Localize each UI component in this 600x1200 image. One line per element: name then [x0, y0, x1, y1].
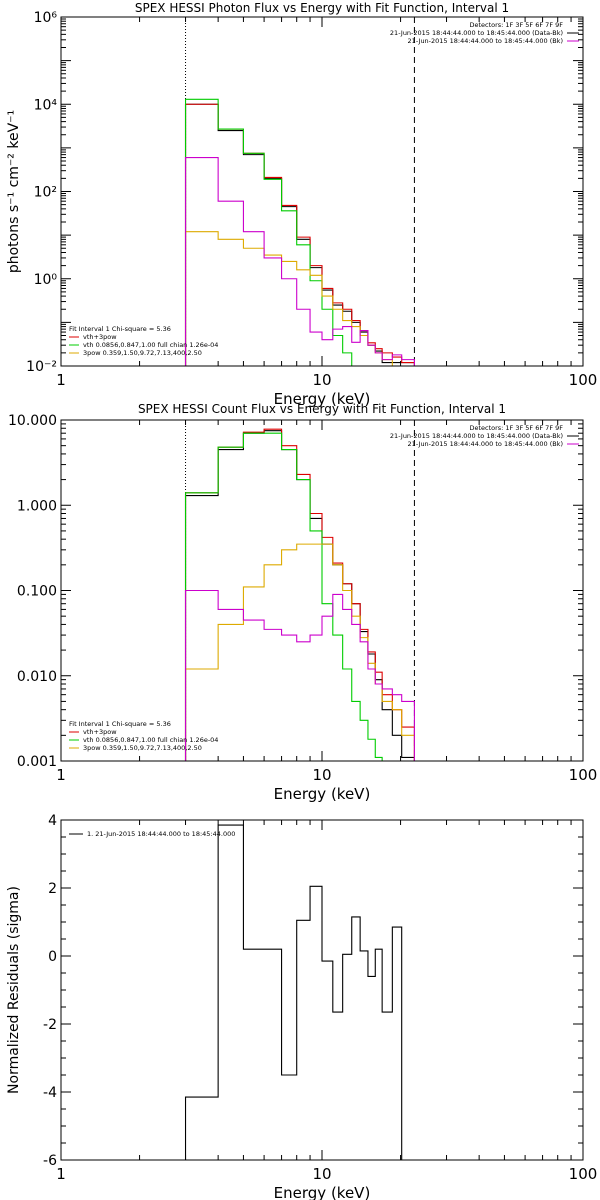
series-line-3 [184, 98, 415, 366]
y-tick-label: 4 [48, 813, 57, 829]
x-axis-title: Energy (keV) [274, 785, 371, 803]
series-line-4 [184, 543, 415, 761]
x-tick-label: 100 [569, 1165, 598, 1183]
chart-panel-2: SPEX HESSI Count Flux vs Energy with Fit… [8, 402, 597, 803]
y-tick-label: 10⁰ [34, 272, 58, 288]
x-tick-label: 1 [56, 766, 66, 784]
series-line-2 [184, 428, 415, 761]
x-tick-label: 10 [312, 766, 331, 784]
legend-entry: vth+3pow [83, 333, 117, 341]
y-tick-label: 1.000 [17, 498, 57, 514]
series-line-1 [184, 430, 415, 761]
x-tick-label: 100 [569, 371, 598, 389]
plot-frame [60, 419, 584, 762]
legend-entry: vth+3pow [83, 728, 117, 736]
chart-panel-1: SPEX HESSI Photon Flux vs Energy with Fi… [6, 1, 598, 408]
header-line: 21-Jun-2015 18:44:44.000 to 18:45:44.000… [390, 432, 563, 440]
series-line-2 [184, 103, 415, 366]
series-line-1 [184, 103, 415, 366]
y-tick-label: -6 [43, 1153, 57, 1169]
legend-entry: Fit Interval 1 Chi-square = 5.36 [69, 720, 171, 728]
legend-entry: 1. 21-Jun-2015 18:44:44.000 to 18:45:44.… [87, 830, 235, 838]
chart-title: SPEX HESSI Photon Flux vs Energy with Fi… [135, 1, 509, 15]
series-line-4 [184, 231, 415, 366]
series-line-1 [184, 824, 415, 1160]
y-tick-label: 0 [48, 949, 57, 965]
legend-entry: vth 0.0856,0.847,1.00 full chian 1.26e-0… [83, 341, 218, 349]
header-line: 21-Jun-2015 18:44:44.000 to 18:45:44.000… [390, 29, 563, 37]
legend-entry: 3pow 0.359,1.50,9.72,7.13,400,2.50 [83, 744, 202, 752]
plot-frame [60, 16, 584, 367]
chart-panel-3: 1 10 100 -6 -4 -2 0 2 4 Energy (keV) Normalized Re… [6, 813, 597, 1200]
series-line-5 [184, 589, 415, 761]
y-tick-label: 10⁴ [34, 97, 58, 113]
x-tick-label: 100 [569, 766, 598, 784]
plot-frame [60, 819, 584, 1161]
y-tick-label: 10⁶ [34, 10, 58, 26]
x-axis-title: Energy (keV) [274, 1184, 371, 1200]
x-tick-label: 1 [56, 371, 66, 389]
y-tick-label: 0.100 [17, 584, 57, 600]
series-line-5 [184, 157, 415, 366]
y-tick-label: 0.001 [17, 754, 57, 770]
header-line: Detectors: 1F 3F 5F 6F 7F 9F [469, 21, 563, 29]
y-tick-label: 10⁻² [26, 359, 57, 375]
header-line: 21-Jun-2015 18:44:44.000 to 18:45:44.000… [408, 37, 563, 45]
x-tick-label: 1 [56, 1165, 66, 1183]
header-line: 21-Jun-2015 18:44:44.000 to 18:45:44.000… [408, 440, 563, 448]
y-tick-label: 0.010 [17, 669, 57, 685]
x-tick-label: 10 [312, 1165, 331, 1183]
y-tick-label: -2 [43, 1017, 57, 1033]
y-tick-label: 10² [34, 185, 57, 201]
y-tick-label: 10.000 [8, 413, 57, 429]
y-axis-title: photons s⁻¹ cm⁻² keV⁻¹ [6, 110, 22, 273]
x-axis-title: Energy (keV) [274, 390, 371, 408]
legend-entry: 3pow 0.359,1.50,9.72,7.13,400,2.50 [83, 349, 202, 357]
y-axis-title: Normalized Residuals (sigma) [6, 886, 22, 1094]
header-line: Detectors: 1F 3F 5F 6F 7F 9F [469, 424, 563, 432]
chart-title: SPEX HESSI Count Flux vs Energy with Fit… [138, 402, 506, 416]
legend-entry: vth 0.0856,0.847,1.00 full chian 1.26e-0… [83, 736, 218, 744]
legend-entry: Fit Interval 1 Chi-square = 5.36 [69, 325, 171, 333]
series-line-3 [184, 432, 415, 761]
y-tick-label: -4 [43, 1085, 57, 1101]
y-tick-label: 2 [48, 881, 57, 897]
x-tick-label: 10 [312, 371, 331, 389]
